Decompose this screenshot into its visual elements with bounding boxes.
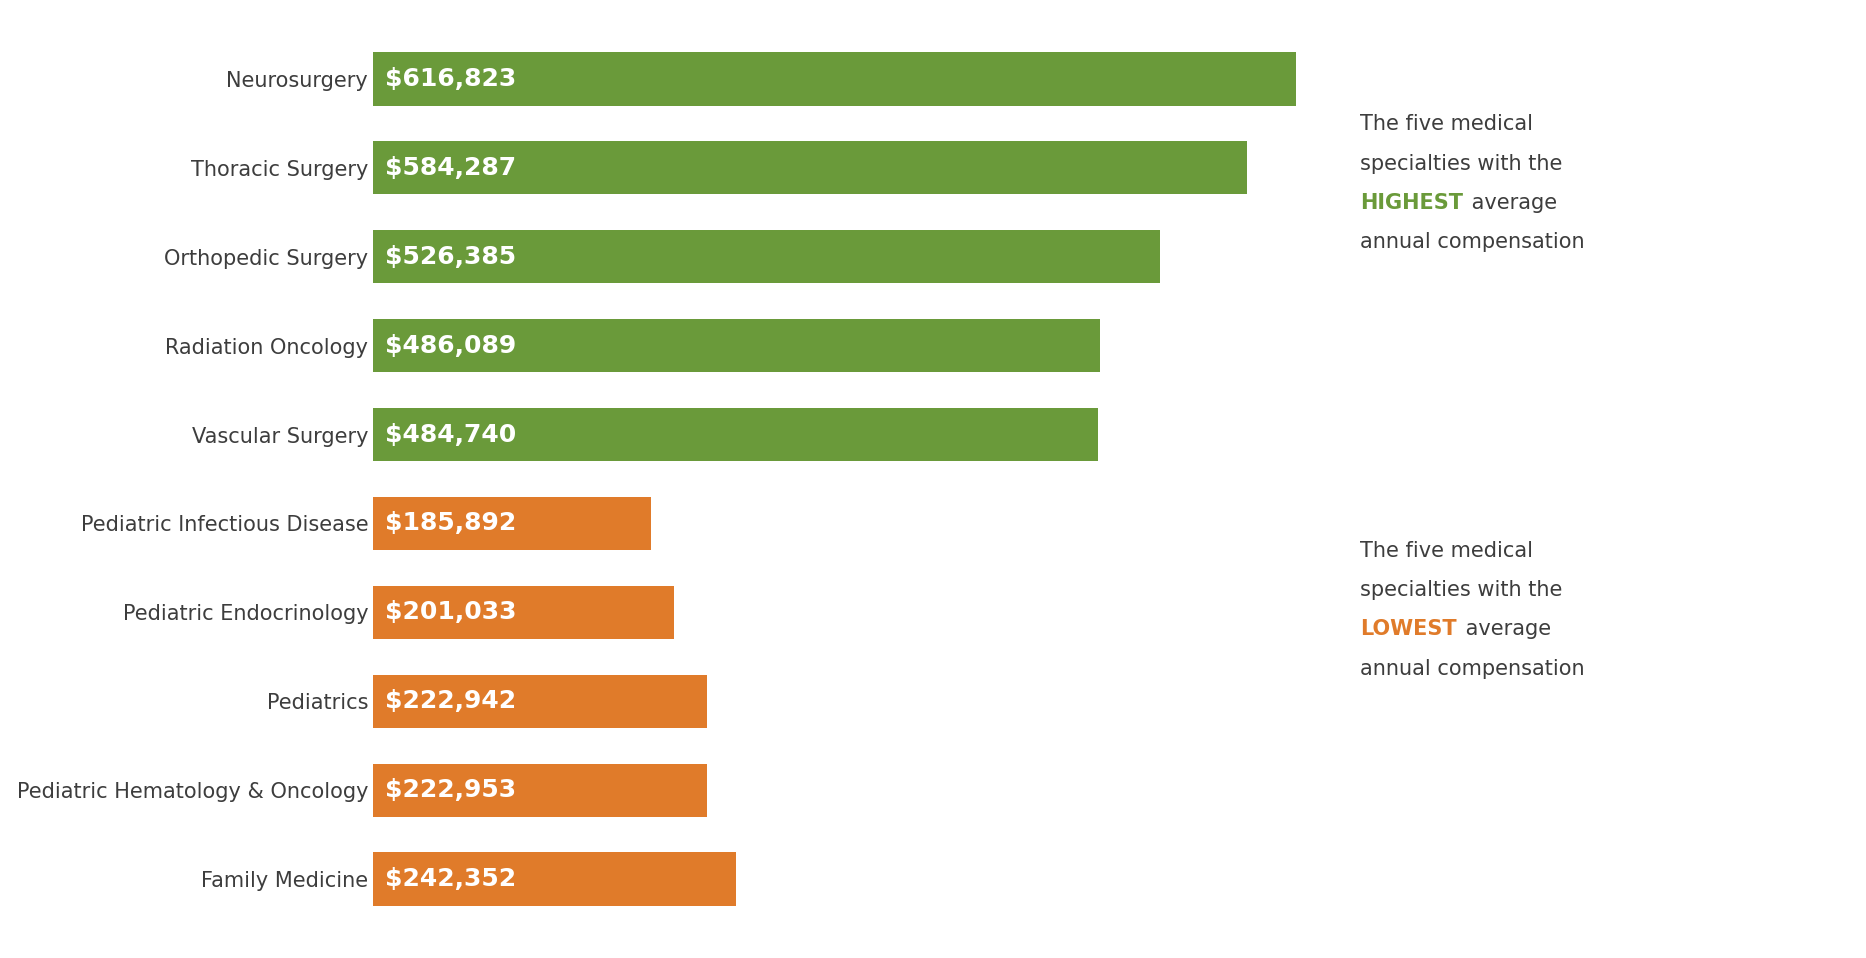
Text: $185,892: $185,892 xyxy=(384,512,517,536)
Text: $201,033: $201,033 xyxy=(384,601,517,625)
Text: HIGHEST: HIGHEST xyxy=(1360,193,1463,213)
Text: $486,089: $486,089 xyxy=(384,333,517,357)
Bar xyxy=(373,497,651,550)
Text: $242,352: $242,352 xyxy=(384,867,517,891)
Text: LOWEST: LOWEST xyxy=(1360,620,1457,640)
Text: annual compensation: annual compensation xyxy=(1360,658,1584,678)
Bar xyxy=(373,230,1161,284)
Text: $222,953: $222,953 xyxy=(384,778,517,802)
Text: annual compensation: annual compensation xyxy=(1360,232,1584,252)
Text: $526,385: $526,385 xyxy=(384,244,517,269)
Text: $616,823: $616,823 xyxy=(384,67,517,91)
Bar xyxy=(373,764,707,817)
Text: The five medical: The five medical xyxy=(1360,541,1534,561)
Text: average: average xyxy=(1459,620,1551,640)
Bar xyxy=(373,674,707,728)
Text: specialties with the: specialties with the xyxy=(1360,153,1562,173)
Bar xyxy=(373,853,735,905)
Text: specialties with the: specialties with the xyxy=(1360,581,1562,601)
Bar xyxy=(373,141,1246,194)
Text: The five medical: The five medical xyxy=(1360,114,1534,134)
Bar xyxy=(373,319,1101,373)
Text: $484,740: $484,740 xyxy=(384,422,517,446)
Bar xyxy=(373,408,1097,461)
Text: average: average xyxy=(1465,193,1558,213)
Bar xyxy=(373,585,674,639)
Text: $222,942: $222,942 xyxy=(384,689,517,714)
Bar xyxy=(373,53,1295,105)
Text: $584,287: $584,287 xyxy=(384,156,517,180)
